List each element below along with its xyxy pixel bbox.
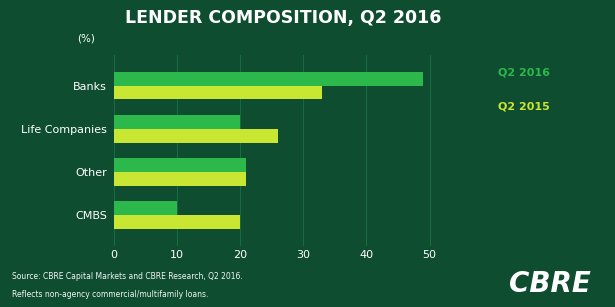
Text: Source: CBRE Capital Markets and CBRE Research, Q2 2016.: Source: CBRE Capital Markets and CBRE Re… [12,272,243,281]
Bar [114,158,247,172]
Bar [114,129,278,143]
Text: Reflects non-agency commercial/multifamily loans.: Reflects non-agency commercial/multifami… [12,290,208,299]
Text: CBRE: CBRE [509,270,592,298]
Bar [114,201,177,215]
Text: Q2 2015: Q2 2015 [498,101,550,111]
Bar [114,86,322,99]
Bar [114,172,247,186]
Bar [114,72,423,86]
Text: LENDER COMPOSITION, Q2 2016: LENDER COMPOSITION, Q2 2016 [125,9,441,27]
Bar [114,215,240,229]
Text: (%): (%) [77,34,95,44]
Text: Q2 2016: Q2 2016 [498,68,550,78]
Bar [114,115,240,129]
